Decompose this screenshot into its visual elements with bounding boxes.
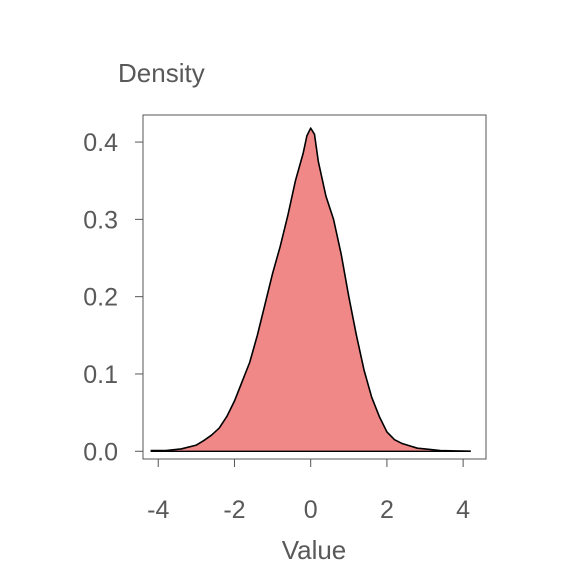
x-tick-label: -4 bbox=[147, 496, 169, 524]
x-tick-label: 4 bbox=[456, 496, 470, 524]
y-tick-label: 0.2 bbox=[83, 284, 118, 312]
y-tick-label: 0.4 bbox=[83, 129, 118, 157]
x-tick-label: 0 bbox=[304, 496, 318, 524]
y-axis-title: Density bbox=[118, 58, 205, 88]
y-tick-label: 0.0 bbox=[83, 438, 118, 466]
x-tick-label: -2 bbox=[223, 496, 245, 524]
y-tick-label: 0.1 bbox=[83, 361, 118, 389]
y-tick-label: 0.3 bbox=[83, 206, 118, 234]
plot-frame bbox=[142, 114, 487, 460]
density-area bbox=[150, 128, 471, 452]
x-axis-title: Value bbox=[282, 535, 347, 565]
x-tick-label: 2 bbox=[380, 496, 394, 524]
density-line bbox=[150, 127, 471, 452]
